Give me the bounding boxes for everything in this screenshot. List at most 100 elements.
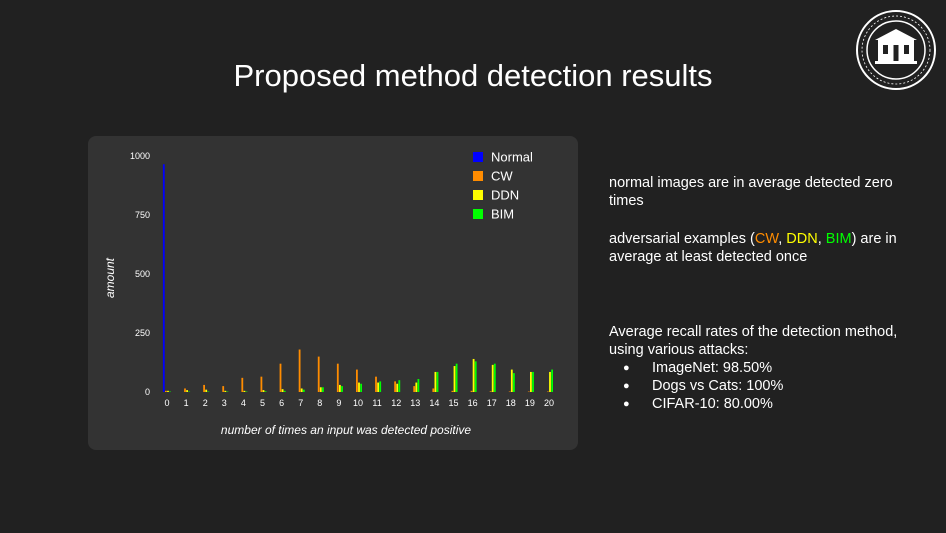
legend-label-cw: CW bbox=[491, 169, 513, 184]
bar-cw-4 bbox=[241, 377, 244, 392]
bar-ddn-7 bbox=[300, 388, 303, 392]
list-item: CIFAR-10: 80.00% bbox=[609, 395, 909, 413]
para2-bim: BIM bbox=[825, 231, 852, 247]
x-tick-label: 3 bbox=[222, 398, 227, 408]
recall-rates-intro: Average recall rates of the detection me… bbox=[609, 324, 898, 358]
bar-cw-7 bbox=[298, 349, 301, 392]
bar-normal-0 bbox=[162, 164, 165, 392]
bar-ddn-19 bbox=[530, 371, 532, 392]
bar-cw-19 bbox=[527, 391, 530, 393]
legend-swatch-cw bbox=[473, 171, 483, 181]
recall-rates-section: Average recall rates of the detection me… bbox=[609, 323, 909, 413]
bar-bim-19 bbox=[532, 371, 534, 392]
bar-cw-3 bbox=[222, 386, 225, 392]
para2-sep1: , bbox=[778, 231, 787, 247]
bar-ddn-17 bbox=[491, 364, 494, 392]
bar-cw-13 bbox=[413, 386, 416, 392]
bar-bim-16 bbox=[474, 361, 477, 392]
x-tick-label: 15 bbox=[448, 398, 458, 408]
x-tick-label: 19 bbox=[525, 398, 535, 408]
legend-label-ddn: DDN bbox=[491, 188, 519, 203]
para2-sep2: , bbox=[817, 231, 826, 247]
bar-cw-15 bbox=[451, 390, 454, 392]
legend-label-normal: Normal bbox=[491, 150, 533, 165]
bar-bim-6 bbox=[283, 390, 286, 392]
bar-cw-11 bbox=[375, 376, 377, 392]
x-tick-label: 5 bbox=[260, 398, 265, 408]
bar-ddn-15 bbox=[453, 366, 456, 392]
x-tick-label: 2 bbox=[203, 398, 208, 408]
x-tick-label: 6 bbox=[279, 398, 284, 408]
bar-cw-0 bbox=[165, 390, 167, 392]
paragraph-adversarial-examples: adversarial examples (CW, DDN, BIM) are … bbox=[609, 230, 909, 266]
bar-bim-7 bbox=[302, 389, 305, 392]
bar-ddn-8 bbox=[319, 387, 322, 392]
x-tick-label: 4 bbox=[241, 398, 246, 408]
legend-swatch-ddn bbox=[473, 190, 483, 200]
bar-bim-12 bbox=[398, 380, 401, 392]
slide-title: Proposed method detection results bbox=[233, 58, 713, 93]
bar-ddn-5 bbox=[262, 390, 265, 392]
bar-cw-9 bbox=[336, 363, 339, 392]
university-seal-logo bbox=[856, 10, 936, 90]
x-tick-label: 10 bbox=[353, 398, 363, 408]
x-tick-label: 16 bbox=[468, 398, 478, 408]
bar-ddn-1 bbox=[186, 390, 188, 392]
bar-ddn-14 bbox=[434, 371, 437, 392]
bar-cw-16 bbox=[470, 390, 473, 392]
bar-cw-18 bbox=[508, 391, 511, 393]
bar-bim-2 bbox=[207, 391, 210, 393]
bar-ddn-9 bbox=[339, 384, 341, 392]
y-axis-label: amount bbox=[103, 257, 117, 298]
x-tick-label: 14 bbox=[429, 398, 439, 408]
bar-bim-1 bbox=[188, 391, 191, 393]
bar-ddn-3 bbox=[224, 390, 227, 392]
legend-swatch-bim bbox=[473, 209, 483, 219]
x-tick-label: 12 bbox=[391, 398, 401, 408]
x-tick-label: 17 bbox=[487, 398, 497, 408]
x-tick-label: 11 bbox=[372, 398, 381, 408]
x-tick-label: 7 bbox=[298, 398, 303, 408]
bar-ddn-20 bbox=[549, 371, 551, 392]
x-tick-label: 20 bbox=[544, 398, 554, 408]
bar-ddn-10 bbox=[358, 382, 360, 392]
y-tick-label: 750 bbox=[135, 210, 150, 220]
bar-bim-3 bbox=[226, 391, 229, 393]
bar-cw-14 bbox=[432, 388, 435, 392]
bar-ddn-2 bbox=[205, 389, 208, 392]
x-tick-label: 18 bbox=[506, 398, 516, 408]
bar-cw-10 bbox=[356, 369, 358, 392]
bar-ddn-6 bbox=[281, 389, 284, 392]
para2-after: ) are in average at least detected once bbox=[609, 231, 897, 265]
bar-bim-9 bbox=[341, 386, 343, 392]
bar-bim-8 bbox=[322, 387, 324, 392]
bar-bim-11 bbox=[379, 381, 382, 392]
y-axis-ticks: 0 250 500 750 1000 bbox=[130, 151, 150, 397]
list-item: ImageNet: 98.50% bbox=[609, 359, 909, 377]
y-tick-label: 500 bbox=[135, 269, 150, 279]
bar-bim-14 bbox=[436, 371, 439, 392]
bar-bim-13 bbox=[417, 379, 420, 392]
bar-ddn-11 bbox=[377, 382, 379, 392]
bar-bim-4 bbox=[245, 391, 248, 393]
bar-bim-10 bbox=[360, 383, 362, 392]
bar-bim-18 bbox=[513, 373, 515, 392]
bar-cw-1 bbox=[184, 388, 186, 392]
bar-cw-17 bbox=[489, 391, 492, 392]
bar-ddn-13 bbox=[415, 382, 418, 392]
bar-ddn-0 bbox=[167, 390, 169, 392]
bar-series bbox=[162, 164, 553, 393]
y-tick-label: 1000 bbox=[130, 151, 150, 161]
bar-ddn-12 bbox=[396, 383, 399, 392]
bar-cw-8 bbox=[317, 356, 320, 392]
x-tick-label: 8 bbox=[317, 398, 322, 408]
bar-ddn-4 bbox=[243, 390, 246, 392]
x-tick-label: 9 bbox=[336, 398, 341, 408]
para2-ddn: DDN bbox=[786, 231, 818, 247]
bar-cw-20 bbox=[547, 391, 549, 393]
legend-swatch-normal bbox=[473, 152, 483, 162]
bar-cw-12 bbox=[394, 381, 396, 392]
bar-cw-6 bbox=[279, 363, 282, 392]
bar-bim-15 bbox=[455, 363, 458, 392]
